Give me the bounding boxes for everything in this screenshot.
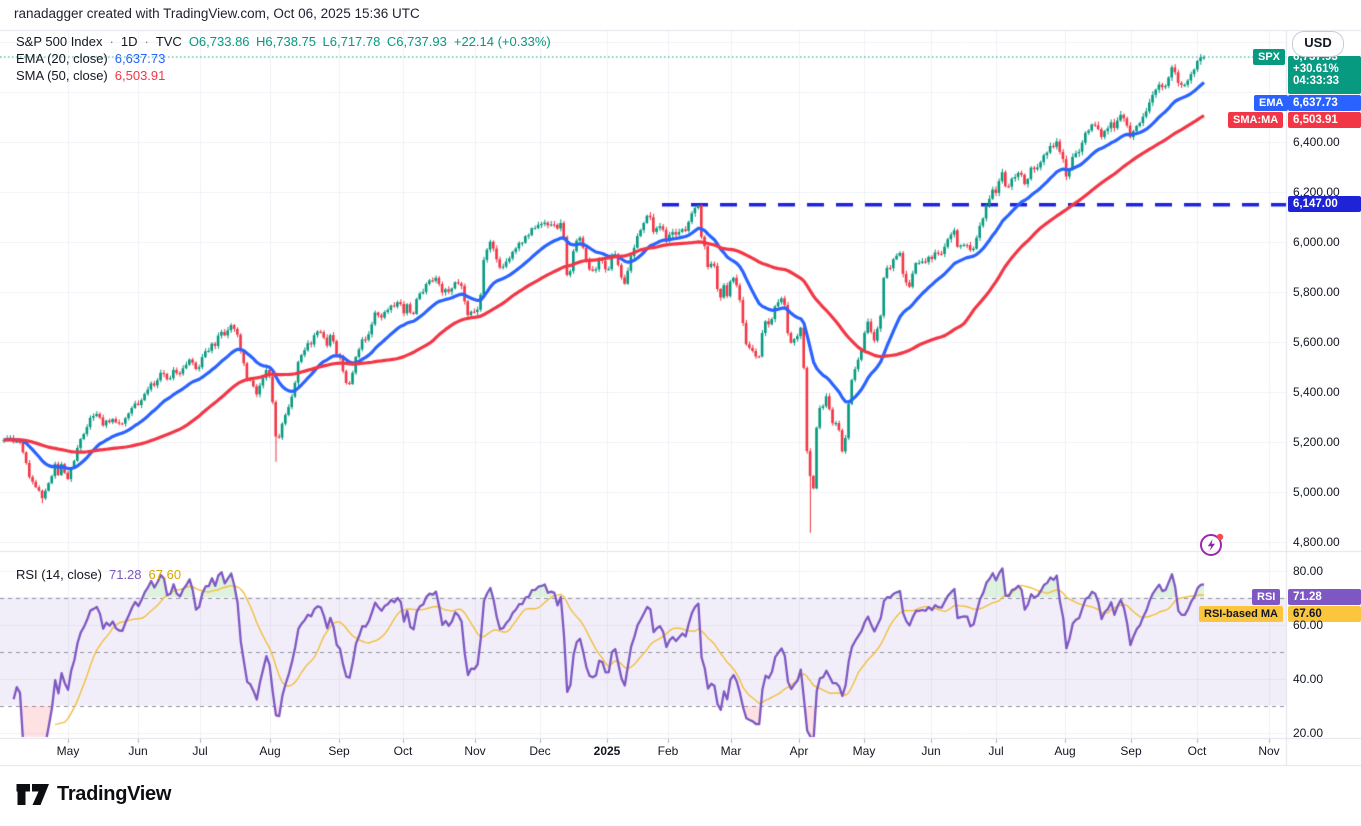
sma-flag-label: SMA:MA — [1228, 112, 1284, 128]
sma-value: 6,503.91 — [114, 68, 166, 83]
price-axis-tick: 6,400.00 — [1293, 134, 1340, 149]
ema-label: EMA (20, close) — [16, 51, 108, 66]
rsi-label: RSI (14, close) — [16, 567, 102, 582]
rsi-value: 71.28 — [108, 567, 142, 582]
price-axis-tick: 4,800.00 — [1293, 534, 1340, 549]
time-axis-label: Feb — [657, 744, 679, 758]
rsi-axis-tick: 20.00 — [1293, 726, 1324, 740]
time-axis-label: May — [852, 744, 876, 758]
time-axis-label: Jun — [128, 744, 148, 758]
time-axis-label: Oct — [1187, 744, 1207, 758]
rsi-ma-axis-value: 67.60 — [1288, 606, 1361, 622]
time-axis-label: Aug — [1054, 744, 1076, 758]
time-axis-label: Sep — [1120, 744, 1142, 758]
sma-legend-row[interactable]: SMA (50, close) 6,503.91 — [16, 68, 165, 83]
sma-axis-value: 6,503.91 — [1288, 112, 1361, 128]
time-axis-label: Nov — [1258, 744, 1280, 758]
price-axis-tick: 5,400.00 — [1293, 384, 1340, 399]
price-axis-tick: 6,200.00 — [1293, 184, 1340, 199]
time-axis-label: Jun — [921, 744, 941, 758]
time-axis-label: Oct — [393, 744, 413, 758]
price-axis-tick: 5,800.00 — [1293, 284, 1340, 299]
time-axis-label: May — [56, 744, 80, 758]
legend-separator: · — [109, 34, 114, 49]
time-axis-label: Jul — [192, 744, 208, 758]
currency-usd-button[interactable]: USD — [1292, 31, 1344, 57]
rsi-axis-value: 71.28 — [1288, 589, 1361, 605]
level-6147-axis-value: 6,147.00 — [1288, 196, 1361, 212]
spx-flag-label: SPX — [1253, 49, 1286, 65]
rsi-ma-flag-label: RSI-based MA — [1199, 606, 1283, 622]
ema-value: 6,637.73 — [114, 51, 166, 66]
time-axis-label: 2025 — [593, 744, 621, 758]
time-axis-label: Mar — [720, 744, 742, 758]
ohlc-values: O6,733.86 H6,738.75 L6,717.78 C6,737.93 — [188, 34, 447, 49]
price-axis-tick: 6,000.00 — [1293, 234, 1340, 249]
time-axis-label: Nov — [464, 744, 486, 758]
rsi-axis-tick: 40.00 — [1293, 672, 1324, 686]
time-axis-label: Dec — [529, 744, 551, 758]
price-axis-tick: 5,600.00 — [1293, 334, 1340, 349]
spx-countdown: 04:33:33 — [1293, 75, 1340, 87]
spx-change-pct: +30.61% — [1293, 63, 1339, 75]
ema-flag-label: EMA — [1254, 95, 1289, 111]
rsi-legend-row[interactable]: RSI (14, close) 71.28 67.60 — [16, 567, 181, 582]
interval-label: 1D — [120, 34, 138, 49]
time-axis-label: Apr — [789, 744, 809, 758]
time-axis-label: Aug — [259, 744, 281, 758]
watermark-header: ranadagger created with TradingView.com,… — [14, 6, 420, 21]
sma-label: SMA (50, close) — [16, 68, 108, 83]
ema-axis-value: 6,637.73 — [1288, 95, 1361, 111]
symbol-legend-row[interactable]: S&P 500 Index · 1D · TVC O6,733.86 H6,73… — [16, 34, 551, 49]
spx-price-value: 6,737.93 — [1293, 56, 1338, 63]
legend-separator: · — [144, 34, 149, 49]
price-axis-tick: 5,000.00 — [1293, 484, 1340, 499]
rsi-axis-tick: 60.00 — [1293, 618, 1324, 632]
rsi-ma-value: 67.60 — [148, 567, 182, 582]
time-axis-label: Jul — [988, 744, 1004, 758]
tradingview-logo-mark — [16, 784, 49, 805]
rsi-flag-label: RSI — [1252, 589, 1281, 605]
tradingview-logo-text: TradingView — [57, 783, 172, 805]
tradingview-logo[interactable]: TradingView — [16, 783, 171, 806]
rsi-axis-tick: 80.00 — [1293, 564, 1324, 578]
change-value: +22.14 (+0.33%) — [453, 34, 551, 49]
time-axis-label: Sep — [328, 744, 350, 758]
ema-legend-row[interactable]: EMA (20, close) 6,637.73 — [16, 51, 165, 66]
notification-dot — [1216, 533, 1224, 541]
spx-last-price-box: 6,737.93 +30.61% 04:33:33 — [1288, 56, 1361, 94]
symbol-title: S&P 500 Index — [16, 34, 103, 49]
lightning-icon[interactable] — [1198, 531, 1226, 564]
exchange-label: TVC — [155, 34, 182, 49]
price-axis-tick: 5,200.00 — [1293, 434, 1340, 449]
